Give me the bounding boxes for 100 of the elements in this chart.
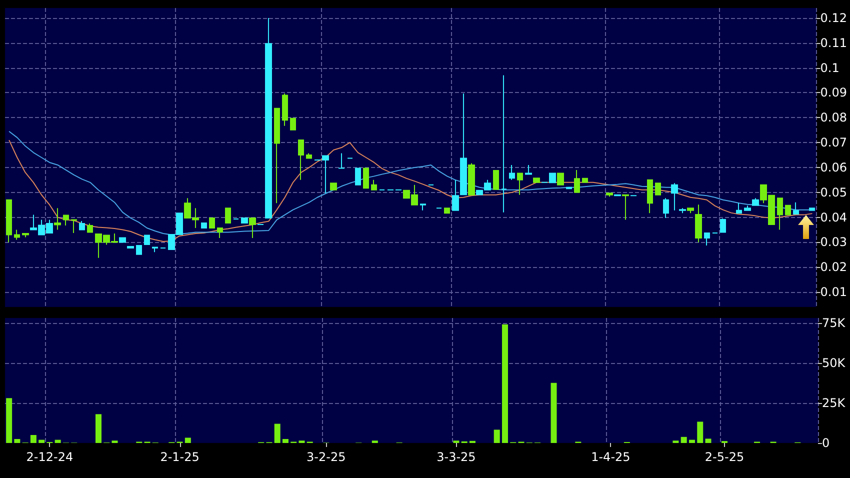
candlestick [793,202,799,215]
candlestick [509,164,515,180]
candlestick [671,182,678,211]
candlestick [363,168,369,189]
candlestick [144,234,150,245]
x-tick-label: 1-4-25 [591,450,630,464]
candlestick [54,208,61,230]
candlestick [744,205,751,211]
candlestick [282,92,288,126]
candlestick [298,140,304,180]
candlestick [655,182,661,196]
y-tick-label: 75K [822,316,846,330]
candlestick [557,172,564,186]
candlestick [622,194,629,220]
y-tick-label: 0.06 [820,160,847,174]
candlestick [14,229,20,240]
candlestick [517,172,523,196]
y-tick-label: 0.03 [820,235,847,250]
candlestick [63,214,69,226]
candlestick [720,218,726,233]
bar [680,436,687,443]
candlestick [468,162,475,196]
bar [184,438,191,443]
candlestick [679,208,686,214]
candlestick [736,202,742,214]
candlestick [249,218,256,238]
candlestick [566,186,572,190]
candlestick [136,244,142,255]
candlestick [809,208,815,211]
candlestick [687,208,694,214]
candlestick [777,198,783,230]
bar [14,438,20,443]
x-tick-label: 2-12-24 [26,450,74,464]
bar [697,422,704,443]
candlestick [87,223,93,233]
y-tick-label: 0.08 [820,110,847,125]
y-tick-label: 0.12 [820,10,847,25]
candlestick [460,92,467,196]
candlestick [371,179,377,190]
candlestick [330,182,337,190]
candlestick [582,178,588,183]
y-tick-label: 0.01 [820,285,847,300]
candlestick [6,199,12,243]
candlestick [265,17,272,219]
bar [30,434,36,443]
candlestick [452,179,459,211]
candlestick [663,198,669,219]
x-tick-label: 2-1-25 [160,450,200,464]
bar [502,324,508,443]
bar [274,424,280,443]
candlestick [225,208,231,224]
candlestick [22,232,29,238]
candlestick [290,118,296,130]
y-tick-label: 0 [822,436,830,450]
bar [38,440,45,443]
candlestick [274,108,280,204]
x-tick-label: 3-3-25 [436,450,476,464]
candlestick [493,170,499,190]
candlestick [785,204,791,216]
x-tick-label: 3-2-25 [306,450,346,464]
bar [494,430,500,443]
candlestick [152,246,158,253]
y-tick-label: 0.02 [820,260,847,274]
candlestick [533,178,540,183]
y-tick-label: 0.05 [820,185,847,200]
bar [550,382,557,443]
y-tick-label: 50K [822,356,846,370]
candlestick [217,228,223,238]
bar [6,398,12,443]
bar [705,438,712,443]
candlestick [501,74,507,213]
candlestick [71,219,77,234]
bar [95,414,102,443]
candlestick [574,169,580,193]
candlestick [355,168,361,186]
candlestick [420,204,426,211]
y-tick-label: 0.11 [820,36,847,50]
y-tick-label: 0.1 [820,60,840,75]
candlestick [606,192,613,198]
candlestick [338,152,345,169]
y-tick-label: 0.07 [820,136,847,150]
candlestick [695,204,702,243]
candlestick [444,208,450,214]
candlestick [209,218,215,229]
bar [282,438,288,443]
y-tick-label: 0.09 [820,86,847,100]
candlestick [127,246,134,248]
bar [54,440,61,443]
candlestick [241,218,248,224]
y-tick-label: 25K [822,396,846,410]
candlestick [119,237,126,243]
candlestick [704,232,710,246]
y-tick-label: 0.04 [820,210,847,224]
candlestick [752,198,759,206]
candlestick [525,164,532,175]
x-tick-label: 2-5-25 [704,450,744,464]
candlestick [201,222,207,229]
candlestick [647,179,653,214]
candlestick [306,152,312,159]
bar [688,440,695,443]
